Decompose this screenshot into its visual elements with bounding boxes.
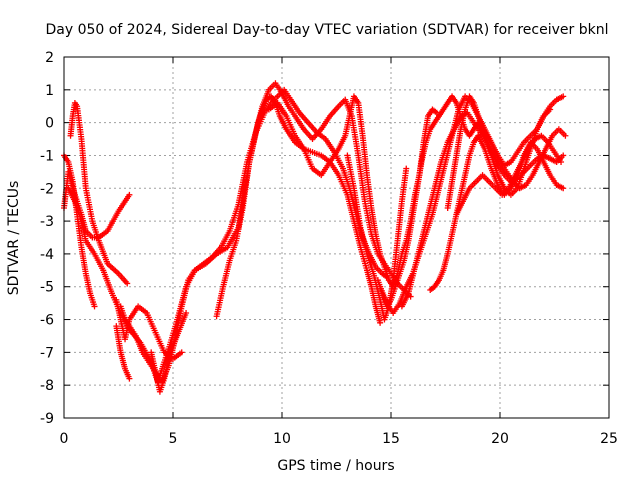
series-track-9	[213, 80, 414, 320]
x-tick-labels: 0 5 10 15 20 25	[60, 431, 618, 447]
data-point	[124, 280, 131, 287]
series-track-8	[148, 309, 190, 395]
x-tick-label: 0	[60, 431, 69, 447]
y-tick-label: -8	[40, 378, 54, 394]
x-axis-label: GPS time / hours	[277, 458, 394, 474]
y-axis-label: SDTVAR / TECUs	[6, 181, 22, 296]
data-point	[126, 375, 133, 382]
y-tick-labels: -9 -8 -7 -6 -5 -4 -3 -2 -1 0 1 2	[40, 50, 54, 427]
data-point	[91, 303, 98, 310]
x-tick-label: 25	[600, 431, 618, 447]
y-tick-label: -1	[40, 148, 54, 164]
x-tick-label: 5	[169, 431, 178, 447]
data-points	[61, 80, 569, 395]
data-point	[558, 159, 565, 166]
data-point	[403, 165, 410, 172]
y-tick-label: -3	[40, 214, 54, 230]
data-point	[126, 191, 133, 198]
x-tick-label: 15	[382, 431, 400, 447]
series-track-11	[344, 152, 410, 323]
data-point	[560, 152, 567, 159]
x-tick-label: 10	[273, 431, 291, 447]
series-track-7	[113, 323, 133, 382]
data-point	[178, 349, 185, 356]
grid-lines	[64, 57, 609, 418]
y-tick-label: -2	[40, 181, 54, 197]
data-point	[377, 319, 384, 326]
data-point	[562, 132, 569, 139]
y-tick-label: -7	[40, 345, 54, 361]
plot-frame	[63, 56, 610, 419]
data-point	[183, 309, 190, 316]
data-point	[560, 185, 567, 192]
y-tick-label: 0	[45, 116, 54, 132]
chart-title: Day 050 of 2024, Sidereal Day-to-day VTE…	[46, 22, 609, 38]
series-track-3	[67, 99, 131, 287]
y-tick-label: -5	[40, 280, 54, 296]
y-tick-label: -6	[40, 313, 54, 329]
y-tick-label: 2	[45, 50, 54, 66]
data-point	[560, 93, 567, 100]
y-tick-label: -4	[40, 247, 54, 263]
series-track-17	[444, 93, 554, 211]
y-tick-label: -9	[40, 411, 54, 427]
y-tick-label: 1	[45, 83, 54, 99]
data-point	[547, 106, 554, 113]
x-tick-label: 20	[491, 431, 509, 447]
